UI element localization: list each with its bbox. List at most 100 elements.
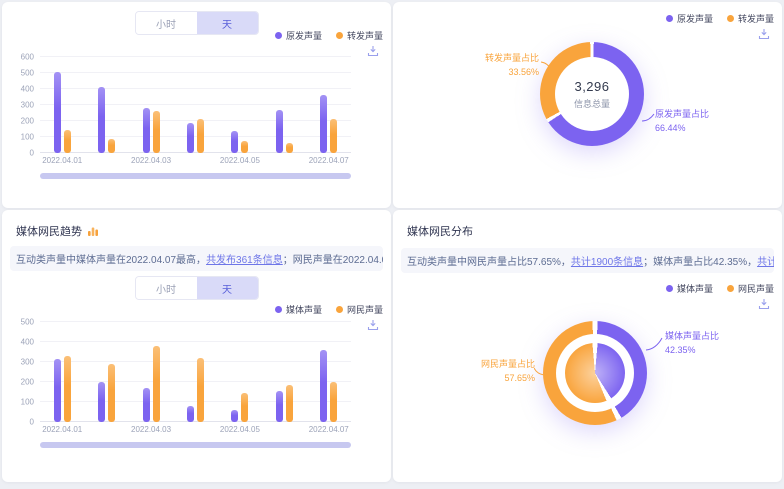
bar-媒体声量[interactable] [186,406,194,422]
legend-marker [274,32,282,39]
bar-网民声量[interactable] [108,364,116,422]
bar-转发声量[interactable] [108,138,116,153]
description-link[interactable]: 共计1900条信息 [570,257,644,268]
bar-chart-media-netizen: 0 100 200 300 400 500 2022.04.01 2022.04.03 202… [16,318,351,448]
pie-label-origin: 原发声量占比 66.44% [655,108,709,135]
description-link[interactable]: 共发布361条信息 [206,255,283,266]
bar-原发声量[interactable] [320,94,328,153]
y-tick-label: 100 [20,132,34,142]
bar-group [129,57,173,153]
time-granularity-toggle: 小时 天 [2,276,391,300]
toggle-option-hour[interactable]: 小时 [135,277,197,299]
bar-网民声量[interactable] [285,385,293,422]
bar-媒体声量[interactable] [231,410,239,422]
gridline [40,56,351,57]
bar-网民声量[interactable] [330,382,338,422]
toggle-option-day[interactable]: 天 [196,12,258,34]
toggle-option-hour[interactable]: 小时 [135,12,197,34]
pie-label-value: 33.56% [508,66,539,77]
gridline [40,120,351,121]
bar-原发声量[interactable] [53,72,61,153]
gridline [40,152,351,153]
donut-chart-origin-repost: 3,296 信息总量 [540,42,644,146]
bar-媒体声量[interactable] [275,391,283,422]
bar-转发声量[interactable] [241,141,249,153]
inner-pie[interactable] [565,343,625,403]
datazoom-slider[interactable] [40,442,351,448]
y-tick-label: 200 [20,377,34,387]
legend-item[interactable]: 网民声量 [335,303,383,316]
save-image-icon[interactable] [367,319,379,331]
chart-legend: 媒体声量 网民声量 [665,282,774,295]
description-link[interactable]: 共计1396条信息 [757,257,774,268]
pie-label-netizen: 网民声量占比 57.65% [419,358,535,385]
chart-legend: 原发声量 转发声量 [665,12,774,25]
panel-title-text: 媒体网民趋势 [16,226,82,238]
bar-转发声量[interactable] [196,118,204,153]
bar-转发声量[interactable] [152,110,160,153]
x-tick-label [173,422,217,434]
donut-center-label: 信息总量 [573,98,610,109]
x-tick-label [84,422,128,434]
bar-原发声量[interactable] [142,108,150,153]
bar-网民声量[interactable] [196,358,204,422]
x-tick-label [262,153,306,165]
y-tick-label: 0 [29,417,34,427]
x-tick-label: 2022.04.05 [219,156,260,165]
description-text: 互动类声量中网民声量占比57.65%， [407,257,571,268]
bar-媒体声量[interactable] [98,382,106,422]
bar-group [40,322,84,422]
bar-原发声量[interactable] [186,123,194,153]
bar-网民声量[interactable] [152,346,160,422]
bar-原发声量[interactable] [275,109,283,153]
insight-text: 互动类声量中媒体声量在2022.04.07最高，共发布361条信息；网民声量在2… [10,246,383,271]
pie-label-name: 原发声量占比 [655,109,710,119]
bar-原发声量[interactable] [98,87,106,153]
bar-网民声量[interactable] [241,393,249,422]
save-image-icon[interactable] [367,45,379,57]
legend-marker [726,285,734,292]
legend-item[interactable]: 网民声量 [726,282,774,295]
datazoom-slider[interactable] [40,173,351,179]
pie-label-name: 网民声量占比 [480,359,535,369]
bar-group [84,322,128,422]
bar-媒体声量[interactable] [142,388,150,422]
y-tick-label: 400 [20,337,34,347]
legend-label: 原发声量 [285,31,322,41]
bar-网民声量[interactable] [63,356,71,422]
description-text: 互动类声量中媒体声量在2022.04.07最高， [16,255,207,266]
legend-item[interactable]: 原发声量 [665,12,713,25]
save-image-icon[interactable] [758,298,770,310]
pie-label-repost: 转发声量占比 33.56% [429,52,539,79]
x-tick-label: 2022.04.07 [308,425,349,434]
gridline [40,72,351,73]
legend-item[interactable]: 原发声量 [274,29,322,42]
save-image-icon[interactable] [758,28,770,40]
bar-媒体声量[interactable] [53,359,61,422]
x-tick-label: 2022.04.07 [308,156,349,165]
gridline [40,104,351,105]
legend-item[interactable]: 转发声量 [335,29,383,42]
legend-item[interactable]: 转发声量 [726,12,774,25]
legend-label: 网民声量 [346,305,383,315]
bar-group [307,57,351,153]
legend-marker [274,306,282,313]
legend-item[interactable]: 媒体声量 [274,303,322,316]
bar-groups [40,57,351,153]
legend-item[interactable]: 媒体声量 [665,282,713,295]
gridline [40,321,351,322]
y-tick-label: 300 [20,100,34,110]
toggle-option-day[interactable]: 天 [196,277,258,299]
legend-label: 转发声量 [737,14,774,24]
bar-转发声量[interactable] [285,142,293,153]
bar-转发声量[interactable] [330,119,338,153]
bar-转发声量[interactable] [63,129,71,153]
panel-media-netizen-trend: 媒体网民趋势 互动类声量中媒体声量在2022.04.07最高，共发布361条信息… [2,210,391,482]
bar-媒体声量[interactable] [320,349,328,422]
y-tick-label: 600 [20,52,34,62]
bar-原发声量[interactable] [231,131,239,153]
legend-marker [726,15,734,22]
bar-group [129,322,173,422]
pie-label-value: 42.35% [665,344,696,355]
